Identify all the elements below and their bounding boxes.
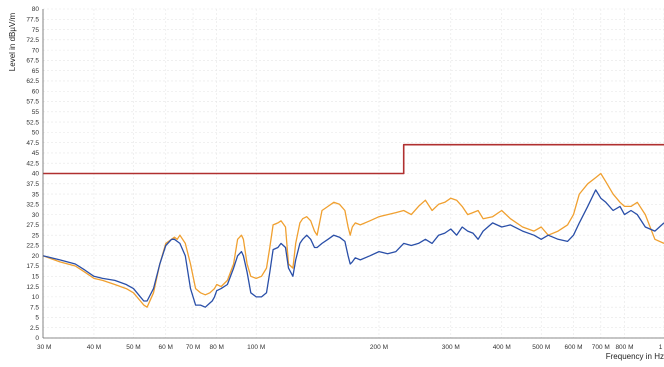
blue-series-line [42, 189, 664, 308]
x-tick-label: 600 M [564, 344, 582, 351]
y-tick-label: 62.5 [26, 78, 39, 85]
y-tick-label: 52.5 [26, 119, 39, 126]
x-tick-label: 80 M [209, 344, 223, 351]
x-tick-label: 400 M [493, 344, 511, 351]
y-axis-label: Level in dBµV/m [8, 12, 17, 71]
x-tick-label: 50 M [126, 344, 140, 351]
y-tick-label: 77.5 [26, 16, 39, 23]
orange-series-line [42, 172, 664, 308]
y-tick-label: 22.5 [26, 243, 39, 250]
y-tick-label: 42.5 [26, 160, 39, 167]
y-tick-label: 80 [32, 6, 40, 13]
limit-line-series [43, 143, 664, 175]
x-tick-label: 70 M [186, 344, 200, 351]
x-tick-label: 40 M [87, 344, 101, 351]
y-tick-label: 7.5 [30, 304, 39, 311]
y-tick-label: 35 [32, 191, 40, 198]
y-tick-label: 72.5 [26, 37, 39, 44]
x-axis-label: Frequency in Hz [606, 352, 664, 361]
y-tick-label: 40 [32, 171, 40, 178]
x-tick-label: 200 M [370, 344, 388, 351]
x-tick-label: 60 M [159, 344, 173, 351]
y-tick-label: 5 [35, 315, 39, 322]
y-tick-labels: 02.557.51012.51517.52022.52527.53032.535… [26, 6, 39, 342]
y-tick-label: 55 [32, 109, 40, 116]
x-tick-label: 1 G [659, 344, 664, 351]
y-tick-label: 37.5 [26, 181, 39, 188]
series-layer [42, 143, 664, 308]
x-tick-label: 700 M [592, 344, 610, 351]
y-tick-label: 50 [32, 130, 40, 137]
y-tick-label: 30 [32, 212, 40, 219]
y-tick-label: 57.5 [26, 99, 39, 106]
y-tick-label: 45 [32, 150, 40, 157]
x-tick-label: 800 M [615, 344, 633, 351]
y-tick-label: 2.5 [30, 325, 39, 332]
y-tick-label: 27.5 [26, 222, 39, 229]
y-tick-label: 65 [32, 68, 40, 75]
y-tick-label: 47.5 [26, 140, 39, 147]
axes [42, 9, 664, 339]
y-tick-label: 75 [32, 27, 40, 34]
x-tick-label: 300 M [442, 344, 460, 351]
y-tick-label: 70 [32, 47, 40, 54]
x-tick-label: 30 M [37, 344, 51, 351]
x-tick-label: 100 M [247, 344, 265, 351]
x-tick-labels: 30 M 40 M 50 M 60 M 70 M 80 M 100 M 200 M 300 M 4… [37, 344, 664, 351]
y-tick-label: 60 [32, 88, 40, 95]
y-tick-label: 15 [32, 274, 40, 281]
y-tick-label: 67.5 [26, 58, 39, 65]
y-tick-label: 12.5 [26, 284, 39, 291]
y-tick-label: 32.5 [26, 202, 39, 209]
x-tick-label: 500 M [532, 344, 550, 351]
y-tick-label: 17.5 [26, 263, 39, 270]
y-tick-label: 10 [32, 294, 40, 301]
y-tick-label: 0 [35, 335, 39, 342]
y-tick-label: 20 [32, 253, 40, 260]
y-tick-label: 25 [32, 232, 40, 239]
